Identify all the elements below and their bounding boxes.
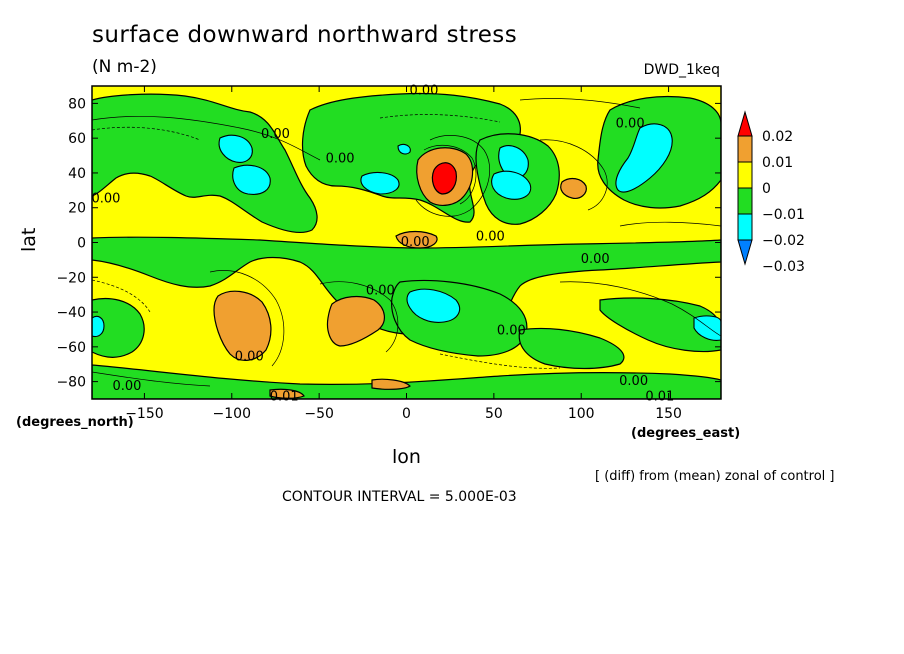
isoline-9 [559, 281, 721, 337]
comparison-note: [ (diff) from (mean) zonal of control ] [595, 469, 835, 484]
isoline-12 [519, 98, 641, 109]
sh-green-southern-ocean [92, 364, 721, 399]
orange-equator [395, 230, 438, 249]
contour-label: 0.00 [409, 83, 438, 98]
colorbar-bin [737, 135, 753, 163]
contour-label: 0.00 [366, 283, 395, 298]
x-tick-label: −100 [213, 406, 251, 422]
x-tick-label: −150 [125, 406, 163, 422]
contour-label: 0.00 [497, 323, 526, 338]
y-tick-label: 60 [68, 131, 86, 147]
y-tick-label: −20 [56, 270, 86, 286]
contour-label: 0.00 [581, 252, 610, 267]
contour-label: 0.00 [401, 235, 430, 250]
cyan-south-central [406, 288, 461, 323]
isoline-2 [92, 126, 201, 141]
x-tick-label: 150 [655, 406, 682, 422]
isoline-10 [439, 353, 561, 369]
y-tick-label: −40 [56, 305, 86, 321]
colorbar-level-label: 0.02 [762, 129, 793, 145]
contour-lines [92, 98, 721, 387]
colorbar-level-label: 0.01 [762, 155, 793, 171]
x-tick-label: 100 [568, 406, 595, 422]
y-unit-label: (degrees_north) [16, 415, 134, 430]
y-axis-label: lat [18, 227, 40, 252]
isoline-5 [539, 139, 608, 211]
colorbar: 0.02 0.01 0 −0.01 −0.02 −0.03 [737, 110, 805, 275]
strong-negative-regions [92, 123, 721, 341]
axis-ticks [92, 86, 721, 399]
contour-value-labels: 0.00 0.00 0.00 0.00 0.00 0.00 0.00 0.00 0.00 0.00… [92, 83, 675, 404]
isoline-6 [209, 270, 285, 367]
colorbar-bin [737, 213, 753, 241]
isoline-7 [319, 281, 399, 353]
isoline-13 [379, 114, 501, 123]
positive-peak-region [431, 162, 457, 195]
cyan-atlantic-south [491, 170, 532, 200]
orange-south-atlantic [326, 295, 385, 347]
sh-green-pacific [92, 297, 145, 358]
y-tick-label: −80 [56, 375, 86, 391]
colorbar-bin [737, 187, 753, 215]
orange-south-central-small [371, 378, 411, 390]
x-tick-label: 50 [485, 406, 503, 422]
x-tick-label: −50 [304, 406, 334, 422]
nh-green-west [92, 93, 318, 234]
contour-label: 0.00 [235, 350, 264, 365]
y-tick-label: −60 [56, 340, 86, 356]
cyan-east-northern [615, 123, 673, 193]
run-label: DWD_1keq [643, 62, 720, 78]
x-axis-label: lon [392, 446, 421, 468]
colorbar-level-label: 0 [762, 181, 771, 197]
contour-label: 0.00 [476, 230, 505, 245]
contour-label: 0.00 [92, 191, 121, 206]
isoline-8 [92, 279, 151, 313]
colorbar-level-label: −0.02 [762, 233, 805, 249]
colorbar-bin [737, 161, 753, 189]
orange-south-america [213, 290, 272, 361]
cyan-sw [92, 315, 105, 338]
orange-far-south [269, 388, 305, 399]
colorbar-level-label: −0.01 [762, 207, 805, 223]
x-tick-label: 0 [402, 406, 411, 422]
chart-units: (N m-2) [92, 57, 157, 77]
y-tick-label: 20 [68, 201, 86, 217]
orange-asia [560, 177, 587, 199]
contour-label: 0.00 [326, 151, 355, 166]
sh-green-indian [518, 327, 625, 370]
cyan-atlantic-north [498, 145, 529, 179]
y-tick-label: 40 [68, 166, 86, 182]
isoline-1 [92, 115, 321, 161]
contour-label: 0.00 [616, 117, 645, 132]
cyan-nw-1 [218, 134, 253, 163]
colorbar-max-arrow [737, 110, 753, 137]
cyan-nw-2 [232, 164, 271, 195]
contour-label: 0.00 [619, 374, 648, 389]
contour-label: 0.00 [261, 127, 290, 142]
colorbar-min-arrow [737, 239, 753, 266]
contour-label: 0.01 [270, 390, 299, 405]
contour-interval-note: CONTOUR INTERVAL = 5.000E-03 [282, 489, 517, 505]
y-tick-label: 0 [77, 236, 86, 252]
x-unit-label: (degrees_east) [631, 426, 741, 441]
isoline-4 [423, 144, 477, 205]
cyan-small-north [397, 143, 411, 155]
plot-area [92, 86, 721, 399]
chart-title: surface downward northward stress [92, 22, 518, 48]
isoline-3 [415, 135, 491, 217]
isoline-14 [619, 221, 721, 227]
colorbar-level-label: −0.03 [762, 259, 805, 275]
axis-tick-labels: −150 −100 −50 0 50 100 150 80 60 40 20 0 −20 −40 −60 −8… [56, 96, 681, 422]
y-tick-label: 80 [68, 96, 86, 112]
cyan-north-america [360, 171, 400, 195]
isoline-11 [92, 371, 211, 387]
contour-label: 0.00 [112, 379, 141, 394]
contour-label: 0.01 [645, 390, 674, 405]
